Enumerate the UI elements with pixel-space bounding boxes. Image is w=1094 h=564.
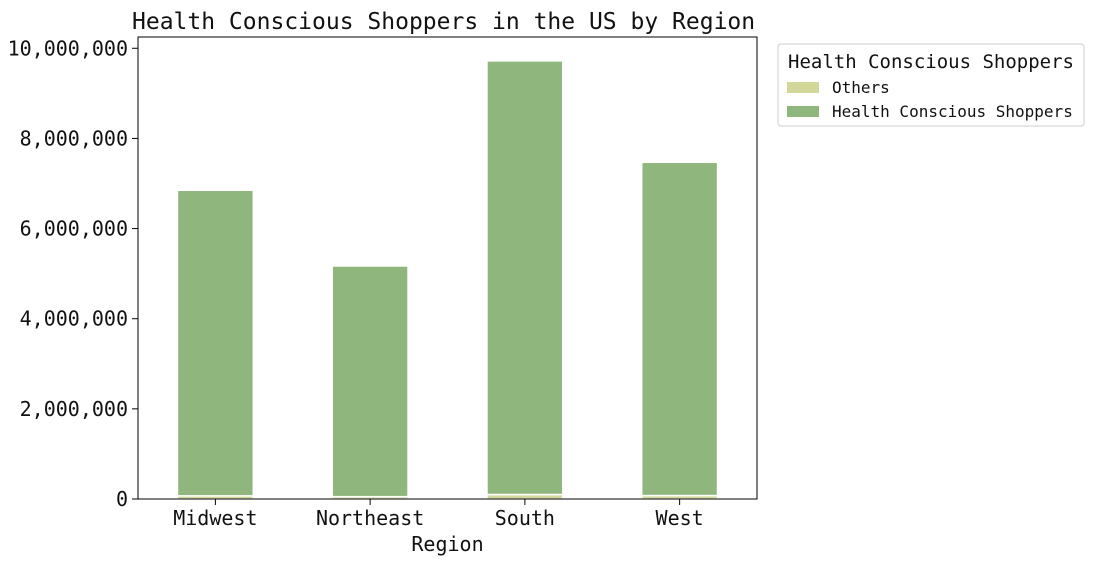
x-axis: Midwest Northeast South West <box>173 499 704 530</box>
y-tick-label: 4,000,000 <box>20 307 128 331</box>
x-axis-label: Region <box>411 532 483 556</box>
y-tick-label: 2,000,000 <box>20 397 128 421</box>
y-tick-label: 8,000,000 <box>20 126 128 150</box>
bar-south-health-conscious <box>486 60 564 496</box>
y-tick-label: 10,000,000 <box>8 36 128 60</box>
y-axis: 0 2,000,000 4,000,000 6,000,000 8,000,000 10,… <box>8 36 138 511</box>
legend-swatch-health-conscious <box>787 106 819 117</box>
plot-frame <box>137 36 758 500</box>
legend-label-others: Others <box>832 78 890 97</box>
legend-label-health-conscious: Health Conscious Shoppers <box>832 102 1073 121</box>
bar-midwest-health-conscious <box>176 189 255 497</box>
x-tick-label: West <box>656 506 704 530</box>
chart-title: Health Conscious Shoppers in the US by R… <box>132 9 755 35</box>
y-tick-label: 0 <box>116 487 128 511</box>
legend: Health Conscious Shoppers Others Health C… <box>777 43 1085 127</box>
bar-northeast-health-conscious <box>331 265 409 498</box>
bar-west-health-conscious <box>640 161 719 497</box>
x-tick-label: Midwest <box>173 506 257 530</box>
legend-box <box>777 43 1085 127</box>
x-tick-label: South <box>495 506 555 530</box>
x-tick-label: Northeast <box>316 506 424 530</box>
y-tick-label: 6,000,000 <box>20 217 128 241</box>
bars-group <box>176 60 719 500</box>
legend-title: Health Conscious Shoppers <box>788 51 1074 73</box>
legend-swatch-others <box>787 82 819 93</box>
